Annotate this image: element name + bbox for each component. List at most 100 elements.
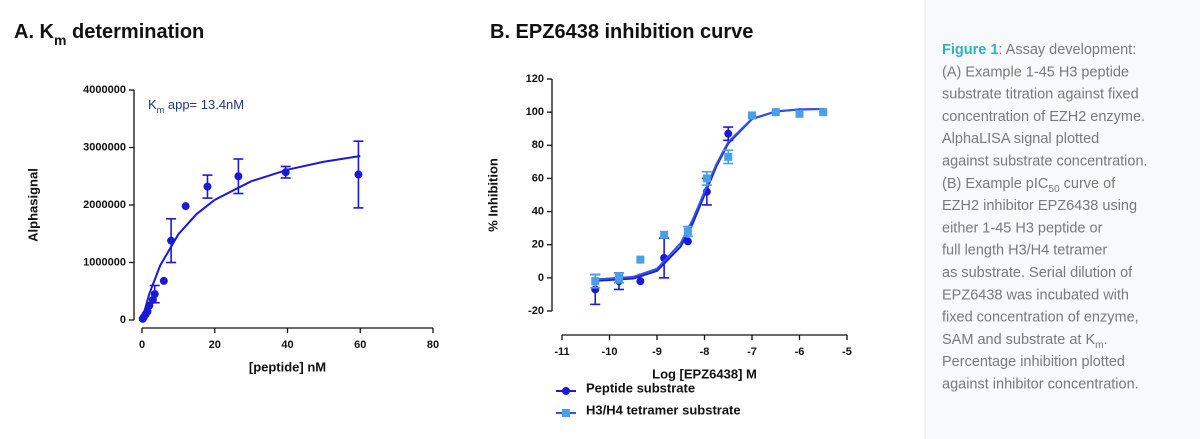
caption-line: either 1-45 H3 peptide or: [942, 220, 1103, 236]
caption-line: EPZ6438 was incubated with: [942, 287, 1129, 303]
x-tick-label: 0: [139, 339, 145, 351]
x-tick-label: -10: [602, 346, 618, 358]
y-axis-label: Alphasignal: [25, 168, 40, 242]
x-tick-label: -9: [652, 346, 662, 358]
caption-line: concentration of EZH2 enzyme.: [942, 109, 1145, 125]
caption-line: as substrate. Serial dilution of: [942, 265, 1133, 281]
text-part: .: [1104, 332, 1108, 348]
data-point: [683, 227, 692, 236]
text-part: app= 13.4nM: [164, 97, 244, 112]
data-point: [748, 111, 756, 120]
text-part: concentration of EZH2 enzyme.: [942, 109, 1145, 125]
annotation: Km app= 13.4nM: [148, 97, 244, 115]
text-part: Figure 1: [942, 42, 998, 58]
y-tick-label: 3000000: [83, 141, 126, 153]
legend-label: H3/H4 tetramer substrate: [586, 402, 741, 417]
text-part: A. K: [14, 21, 55, 43]
x-axis-label: Log [EPZ6438] M: [652, 366, 757, 381]
text-part: K: [148, 97, 157, 112]
data-point: [281, 168, 290, 177]
text-part: EPZ6438 was incubated with: [942, 287, 1129, 303]
caption-line: (A) Example 1-45 H3 peptide: [942, 64, 1129, 80]
text-part: fixed concentration of enzyme,: [942, 309, 1139, 325]
data-point: [615, 273, 623, 282]
fit-curve: [141, 154, 361, 321]
chart-title: B. EPZ6438 inhibition curve: [490, 21, 753, 43]
text-part: determination: [66, 21, 204, 43]
data-point: [159, 276, 168, 285]
caption-panel: [925, 0, 1200, 439]
chart-title: A. Km determination: [14, 21, 204, 47]
legend-label: Peptide substrate: [586, 380, 695, 395]
y-tick-label: 20: [532, 239, 544, 251]
caption-line: AlphaLISA signal plotted: [942, 131, 1099, 147]
data-point: [771, 108, 780, 117]
caption-line: (B) Example pIC50 curve of: [942, 176, 1116, 195]
caption-line: Percentage inhibition plotted: [942, 354, 1125, 370]
y-tick-label: 40: [532, 205, 544, 217]
caption-line: fixed concentration of enzyme,: [942, 309, 1139, 325]
x-axis-label: [peptide] nM: [249, 359, 326, 374]
fit-curve: [595, 107, 824, 282]
data-point: [145, 301, 154, 310]
caption-line: against substrate concentration.: [942, 153, 1148, 169]
x-tick-label: 80: [427, 339, 439, 351]
data-point: [354, 170, 363, 179]
data-point: [724, 152, 733, 161]
data-point: [660, 230, 669, 239]
data-point: [167, 236, 176, 245]
y-tick-label: 120: [526, 73, 544, 85]
data-point: [795, 109, 804, 118]
text-part: against inhibitor concentration.: [942, 376, 1139, 392]
data-point: [203, 182, 212, 191]
text-part: EZH2 inhibitor EPZ6438 using: [942, 198, 1137, 214]
subscript: m: [1095, 340, 1103, 351]
caption-line: SAM and substrate at Km.: [942, 332, 1108, 351]
text-part: (B) Example pIC: [942, 176, 1048, 192]
text-part: either 1-45 H3 peptide or: [942, 220, 1103, 236]
text-part: (A) Example 1-45 H3 peptide: [942, 64, 1129, 80]
x-tick-label: 40: [281, 339, 293, 351]
y-tick-label: -20: [528, 305, 544, 317]
text-part: full length H3/H4 tetramer: [942, 243, 1107, 259]
text-part: B. EPZ6438 inhibition curve: [490, 21, 753, 43]
data-point: [636, 277, 645, 286]
legend-marker: [562, 409, 570, 417]
y-tick-label: 4000000: [83, 84, 126, 96]
x-tick-label: -5: [842, 346, 852, 358]
x-tick-label: -11: [554, 346, 569, 358]
data-point: [702, 174, 711, 183]
subscript: 50: [1048, 184, 1060, 195]
text-part: as substrate. Serial dilution of: [942, 265, 1133, 281]
text-part: SAM and substrate at K: [942, 332, 1095, 348]
y-tick-label: 1000000: [83, 256, 126, 268]
legend-marker: [562, 387, 570, 395]
text-part: Percentage inhibition plotted: [942, 354, 1125, 370]
data-point: [234, 172, 243, 181]
data-point: [150, 290, 159, 299]
x-tick-label: -7: [747, 346, 757, 358]
data-point: [724, 129, 733, 138]
caption-line: Figure 1: Assay development:: [942, 42, 1136, 58]
y-tick-label: 2000000: [83, 199, 126, 211]
caption-line: EZH2 inhibitor EPZ6438 using: [942, 198, 1137, 214]
subscript: m: [54, 32, 66, 48]
y-tick-label: 0: [538, 272, 544, 284]
data-point: [636, 255, 645, 264]
data-point: [819, 108, 828, 117]
y-axis-label: % Inhibition: [485, 158, 500, 232]
data-point: [683, 237, 692, 246]
y-tick-label: 60: [532, 172, 544, 184]
y-tick-label: 100: [526, 106, 544, 118]
x-tick-label: -8: [700, 346, 710, 358]
text-part: : Assay development:: [998, 42, 1136, 58]
x-tick-label: 20: [209, 339, 221, 351]
y-tick-label: 0: [120, 314, 126, 326]
data-point: [591, 277, 600, 286]
caption-line: full length H3/H4 tetramer: [942, 243, 1107, 259]
text-part: curve of: [1060, 176, 1117, 192]
caption-line: against inhibitor concentration.: [942, 376, 1139, 392]
x-tick-label: 60: [354, 339, 366, 351]
